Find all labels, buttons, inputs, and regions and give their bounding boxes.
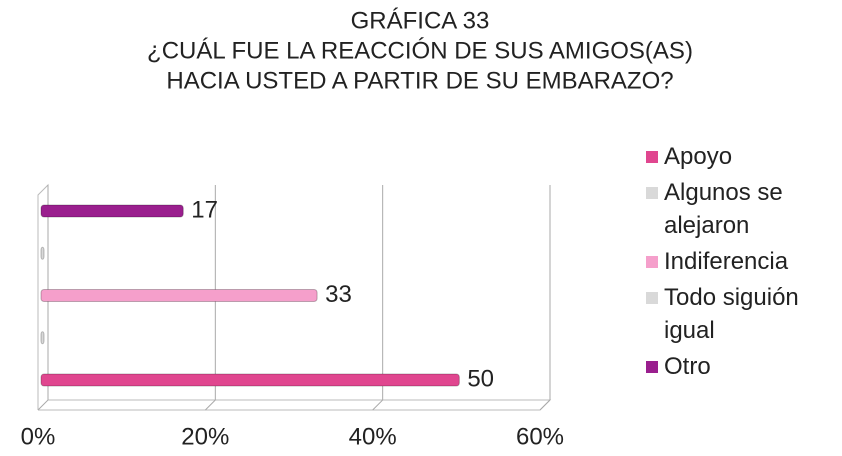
- legend-label: Algunos se alejaron: [664, 179, 783, 239]
- bar: [40, 289, 318, 302]
- x-tick-label: 20%: [181, 423, 229, 450]
- data-label: 33: [325, 281, 352, 308]
- legend-item: Apoyo: [646, 140, 836, 173]
- data-label: 50: [467, 365, 494, 392]
- legend-swatch: [646, 256, 658, 268]
- x-tick-label: 40%: [349, 423, 397, 450]
- floor: [38, 399, 552, 411]
- tick-mark: [539, 399, 551, 411]
- legend-item: Todo siguión igual: [646, 281, 836, 347]
- legend-item: Indiferencia: [646, 245, 836, 278]
- legend-swatch: [646, 361, 658, 373]
- x-tick-label: 0%: [21, 423, 56, 450]
- title-line: GRÁFICA 33: [351, 7, 490, 34]
- bar: [40, 204, 184, 218]
- legend-label: Indiferencia: [664, 248, 789, 275]
- bar: [40, 246, 45, 260]
- bar: [40, 331, 45, 345]
- tick-mark: [204, 399, 216, 411]
- title-line: ¿CUÁL FUE LA REACCIÓN DE SUS AMIGOS(AS): [147, 37, 693, 64]
- legend-label: Otro: [664, 353, 711, 380]
- bar: [40, 373, 460, 387]
- legend-item: Otro: [646, 350, 836, 383]
- legend: Apoyo Algunos se alejaron Indiferencia Todo…: [646, 140, 836, 383]
- title-line: HACIA USTED A PARTIR DE SU EMBARAZO?: [166, 67, 673, 94]
- tick-mark: [372, 399, 384, 411]
- legend-label: Todo siguión igual: [664, 284, 799, 344]
- data-label: 17: [191, 196, 218, 223]
- legend-item: Algunos se alejaron: [646, 176, 836, 242]
- legend-swatch: [646, 292, 658, 304]
- x-tick-label: 60%: [516, 423, 564, 450]
- legend-swatch: [646, 151, 658, 163]
- legend-swatch: [646, 187, 658, 199]
- tick-mark: [37, 399, 49, 411]
- legend-label: Apoyo: [664, 143, 733, 170]
